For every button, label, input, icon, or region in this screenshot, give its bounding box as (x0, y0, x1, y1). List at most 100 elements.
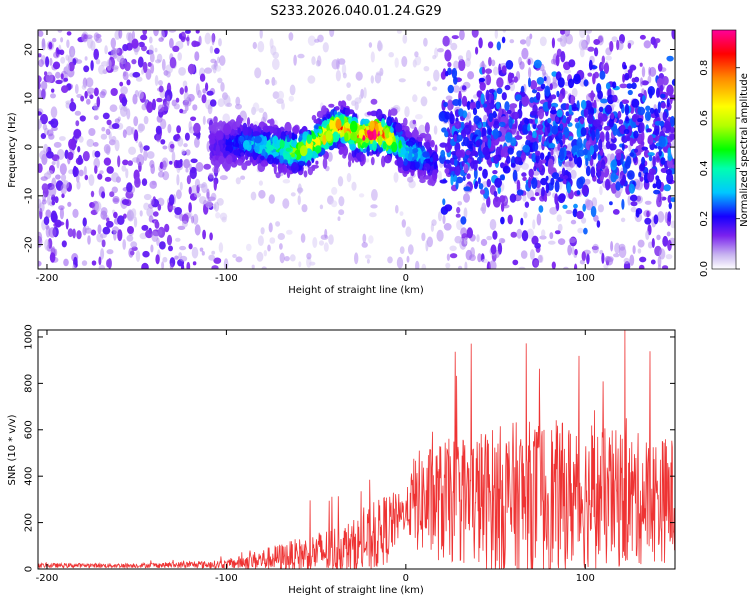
spectrogram-cell (202, 229, 207, 240)
spectrogram-cell (169, 205, 177, 210)
spectrogram-cell (603, 125, 611, 131)
spectrogram-cell (621, 142, 625, 152)
spectrogram-cell (291, 140, 297, 148)
spectrogram-cell (463, 163, 469, 174)
spectrogram-cell (145, 68, 152, 80)
spectrogram-cell (323, 242, 329, 252)
spectrogram-cell (514, 135, 523, 141)
spectrogram-cell (415, 161, 420, 169)
spectrogram-cell (197, 183, 206, 188)
spectrogram-cell (631, 98, 640, 108)
spectrogram-cell (291, 153, 295, 158)
spectrogram-cell (130, 241, 138, 248)
spectrogram-cell (532, 170, 540, 176)
spectrogram-cell (370, 98, 378, 105)
spectrogram-cell (258, 180, 263, 186)
spectrogram-cell (641, 66, 646, 78)
spectrogram-cell (201, 251, 205, 256)
spectrogram-cell (240, 152, 245, 157)
spectrogram-cell (50, 118, 59, 128)
spectrogram-cell (381, 118, 386, 128)
spectrogram-cell (539, 36, 547, 47)
spectrogram-cell (601, 252, 605, 264)
spectrogram-cell (612, 81, 617, 89)
spectrogram-cell (501, 65, 507, 74)
spectrogram-cell (424, 122, 430, 134)
spectrogram-cell (396, 30, 402, 34)
spectrogram-cell (440, 149, 446, 158)
spectrogram-cell (515, 94, 522, 101)
spectrogram-cell (615, 181, 621, 191)
spectrogram-cell (183, 158, 191, 169)
spectrogram-cell (61, 240, 67, 248)
spectrogram-cell (504, 132, 513, 143)
spectrogram-cell (669, 133, 675, 141)
spectrogram-cell (40, 176, 48, 182)
spectrogram-cell (112, 47, 117, 56)
spectrogram-cell (169, 160, 173, 165)
spectrogram-cell (38, 53, 42, 58)
spectrogram-cell (369, 212, 377, 218)
spectrogram-cell (396, 156, 404, 168)
spectrogram-cell (586, 34, 590, 45)
spectrogram-cell (186, 175, 191, 185)
spectrogram-cell (306, 252, 312, 260)
spectrogram-cell (442, 198, 446, 206)
spectrogram-cell (297, 53, 305, 59)
spectrogram-cell (375, 71, 383, 76)
spectrogram-cell (203, 163, 211, 170)
spectrogram-cell (198, 35, 202, 46)
spectrogram-cell (424, 133, 432, 144)
spectrogram-cell (235, 96, 241, 106)
spectrogram-cell (478, 183, 484, 190)
spectrogram-cell (458, 55, 464, 61)
spectrogram-cell (449, 245, 457, 252)
spectrogram-cell (549, 83, 553, 91)
spectrogram-cell (168, 30, 177, 33)
spectrogram-x-label: Height of straight line (km) (288, 285, 424, 296)
spectrogram-cell (95, 203, 100, 213)
spectrogram-cell (637, 248, 642, 254)
spectrogram-cell (466, 100, 471, 111)
spectrogram-cell (113, 211, 118, 219)
spectrogram-cell (620, 217, 626, 223)
spectrogram-cell (444, 204, 453, 212)
spectrogram-cell (524, 118, 530, 125)
spectrogram-cell (282, 198, 290, 209)
spectrogram-cell (382, 141, 387, 150)
spectrogram-cell (99, 233, 107, 239)
spectrogram-cell (79, 115, 86, 122)
spectrogram-cell (190, 215, 195, 224)
spectrogram-cell (592, 144, 599, 153)
spectrogram-cell (538, 144, 542, 150)
spectrogram-cell (521, 152, 526, 161)
spectrogram-cell (483, 114, 488, 122)
spectrogram-cell (560, 51, 566, 63)
spectrogram-cell (436, 229, 444, 242)
spectrogram-cell (364, 137, 370, 144)
spectrogram-cell (453, 60, 459, 70)
spectrogram-cell (407, 141, 413, 148)
spectrogram-cell (284, 256, 290, 262)
spectrogram-cell (496, 87, 503, 95)
spectrogram-cell (458, 108, 464, 117)
spectrogram-cell (155, 125, 162, 135)
spectrogram-cell (208, 172, 214, 179)
spectrogram-cell (552, 172, 559, 180)
spectrogram-cell (634, 76, 640, 83)
spectrogram-cell (273, 135, 277, 145)
spectrogram-cell (478, 166, 483, 171)
spectrogram-cell (192, 261, 197, 266)
spectrogram-cell (111, 172, 119, 183)
spectrogram-cell (263, 135, 268, 146)
spectrogram-cell (472, 160, 480, 165)
spectrogram-cell (51, 200, 56, 206)
spectrogram-cell (59, 136, 66, 141)
spectrogram-cell (169, 38, 174, 49)
spectrogram-cell (152, 98, 156, 111)
spectrogram-cell (214, 47, 220, 55)
spectrogram-cell (522, 194, 527, 202)
spectrogram-cell (181, 149, 186, 155)
spectrogram-cell (252, 41, 257, 50)
spectrogram-cell (388, 52, 395, 58)
